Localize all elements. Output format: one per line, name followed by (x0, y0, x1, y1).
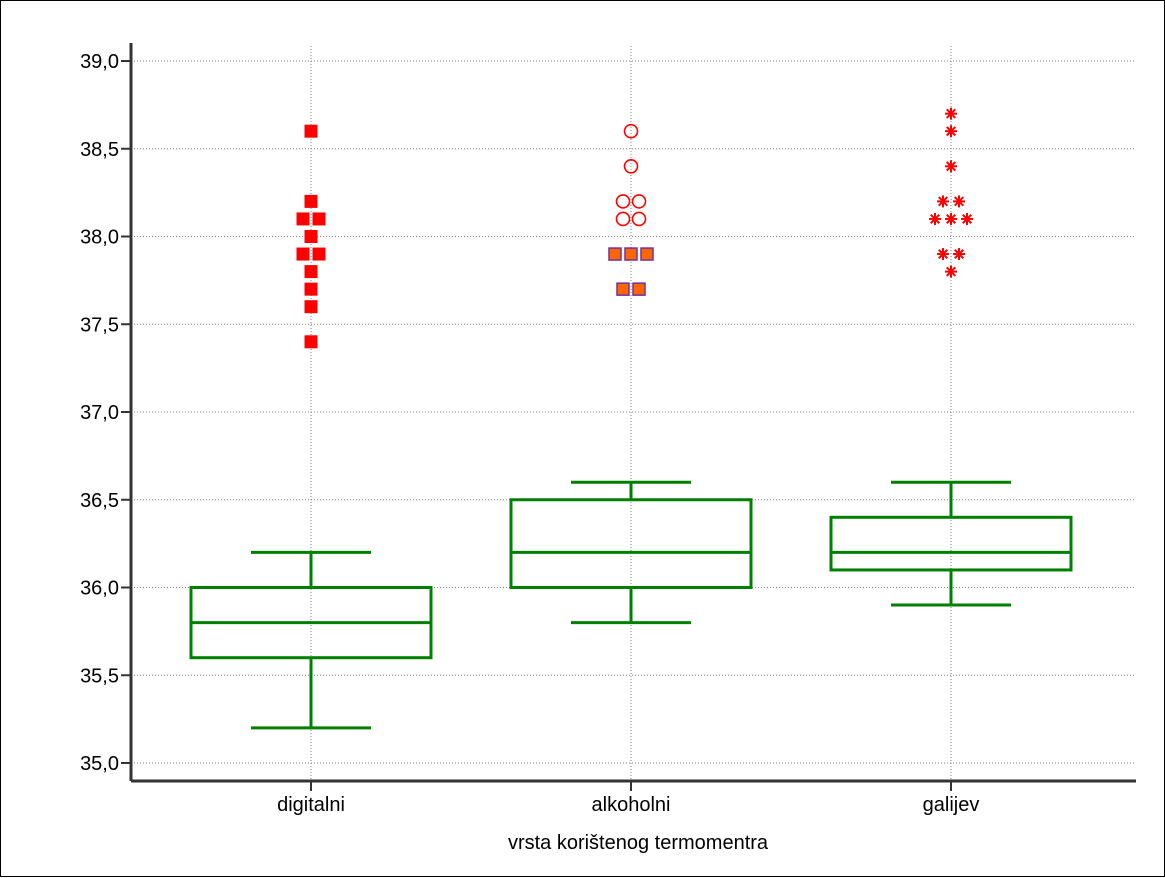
outlier-marker (945, 107, 957, 120)
x-tick-label: digitalni (277, 794, 345, 816)
outlier-marker (631, 211, 647, 227)
outlier-marker (304, 230, 318, 243)
outlier-marker (624, 247, 638, 261)
x-axis-title: vrsta korištenog termomentra (508, 832, 769, 854)
outlier-marker (929, 212, 941, 225)
outlier-marker (945, 160, 957, 173)
outlier-marker (953, 248, 965, 261)
y-tick-label: 35,0 (80, 753, 119, 775)
outlier-marker (945, 212, 957, 225)
boxes (189, 480, 1073, 730)
outlier-marker (623, 159, 639, 174)
outlier-marker (304, 282, 318, 296)
x-tick-label: alkoholni (592, 794, 671, 816)
outlier-marker (312, 247, 326, 261)
y-tick-label: 36,5 (80, 490, 119, 512)
outlier-marker (640, 247, 654, 261)
tick-labels: 35,0 35,5 36,0 36,5 37,0 37,5 38,0 38,5 39,0 digi… (80, 51, 979, 816)
grid-lines (131, 46, 1136, 781)
y-tick-label: 38,5 (80, 139, 119, 161)
outlier-marker (632, 282, 646, 296)
outliers (296, 107, 973, 349)
outlier-marker (615, 194, 631, 209)
outlier-marker (631, 194, 647, 209)
outlier-marker (304, 265, 318, 279)
y-tick-label: 39,0 (80, 51, 119, 73)
outlier-marker (608, 247, 622, 261)
outlier-marker (937, 248, 949, 261)
outlier-marker (312, 212, 326, 226)
y-tick-label: 35,5 (80, 665, 119, 687)
outlier-marker (961, 212, 973, 225)
outlier-marker (616, 282, 630, 296)
outlier-marker (623, 123, 639, 139)
outlier-marker (296, 247, 310, 261)
y-tick-label: 38,0 (80, 227, 119, 249)
outlier-marker (296, 212, 310, 226)
outlier-marker (304, 194, 318, 208)
y-tick-label: 36,0 (80, 578, 119, 600)
x-tick-label: galijev (923, 794, 980, 816)
outlier-marker (304, 124, 318, 138)
axes (121, 43, 1136, 791)
y-tick-label: 37,5 (80, 314, 119, 336)
outlier-marker (304, 300, 318, 314)
outlier-marker (615, 211, 631, 227)
y-tick-label: 37,0 (80, 402, 119, 424)
outlier-marker (945, 125, 957, 138)
outlier-marker (953, 195, 965, 208)
outlier-marker (937, 195, 949, 208)
outlier-marker (304, 335, 318, 349)
outlier-marker (945, 265, 957, 278)
